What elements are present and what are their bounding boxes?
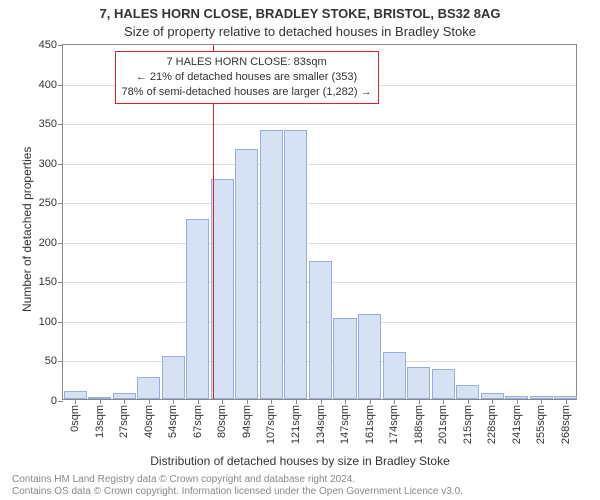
ytick-label: 200 — [39, 237, 57, 249]
xtick-mark — [419, 399, 420, 404]
xtick-label: 54sqm — [167, 405, 179, 438]
bar — [211, 179, 234, 399]
xtick-label: 40sqm — [143, 405, 155, 438]
ytick-mark — [58, 124, 63, 125]
xtick-mark — [394, 399, 395, 404]
ytick-label: 300 — [39, 158, 57, 170]
annotation-line3: 78% of semi-detached houses are larger (… — [122, 85, 372, 100]
xtick-label: 174sqm — [388, 405, 400, 444]
bar — [137, 377, 160, 399]
xtick-label: 201sqm — [437, 405, 449, 444]
bar — [235, 149, 258, 399]
xtick-mark — [75, 399, 76, 404]
bar — [358, 314, 381, 399]
xtick-mark — [541, 399, 542, 404]
bar — [186, 219, 209, 399]
ytick-label: 100 — [39, 316, 57, 328]
ytick-label: 400 — [39, 79, 57, 91]
y-axis-label: Number of detached properties — [20, 147, 34, 312]
xtick-mark — [468, 399, 469, 404]
ytick-label: 50 — [45, 355, 57, 367]
xtick-mark — [100, 399, 101, 404]
ytick-mark — [58, 361, 63, 362]
annotation-line2: ← 21% of detached houses are smaller (35… — [122, 70, 372, 85]
xtick-label: 161sqm — [364, 405, 376, 444]
xtick-label: 94sqm — [241, 405, 253, 438]
annotation-box: 7 HALES HORN CLOSE: 83sqm ← 21% of detac… — [115, 51, 379, 104]
bar — [333, 318, 356, 399]
xtick-label: 107sqm — [265, 405, 277, 444]
bar — [260, 130, 283, 399]
xtick-label: 255sqm — [535, 405, 547, 444]
x-axis-label: Distribution of detached houses by size … — [0, 454, 600, 468]
xtick-mark — [370, 399, 371, 404]
xtick-mark — [124, 399, 125, 404]
xtick-mark — [443, 399, 444, 404]
xtick-label: 67sqm — [192, 405, 204, 438]
chart-title-line1: 7, HALES HORN CLOSE, BRADLEY STOKE, BRIS… — [0, 6, 600, 21]
bar — [432, 369, 455, 399]
ytick-mark — [58, 85, 63, 86]
xtick-label: 121sqm — [290, 405, 302, 444]
ytick-mark — [58, 322, 63, 323]
bar — [162, 356, 185, 400]
xtick-label: 0sqm — [69, 405, 81, 432]
ytick-mark — [58, 164, 63, 165]
ytick-label: 0 — [51, 395, 57, 407]
figure: 7, HALES HORN CLOSE, BRADLEY STOKE, BRIS… — [0, 0, 600, 500]
ytick-mark — [58, 203, 63, 204]
xtick-label: 241sqm — [511, 405, 523, 444]
xtick-label: 134sqm — [315, 405, 327, 444]
xtick-label: 80sqm — [216, 405, 228, 438]
bar — [64, 391, 87, 399]
xtick-mark — [566, 399, 567, 404]
xtick-mark — [345, 399, 346, 404]
xtick-mark — [271, 399, 272, 404]
plot-area: 7 HALES HORN CLOSE: 83sqm ← 21% of detac… — [62, 44, 577, 400]
xtick-label: 228sqm — [486, 405, 498, 444]
xtick-label: 188sqm — [413, 405, 425, 444]
xtick-mark — [517, 399, 518, 404]
footer-line2: Contains OS data © Crown copyright. Info… — [12, 486, 463, 497]
chart-title-line2: Size of property relative to detached ho… — [0, 24, 600, 39]
ytick-mark — [58, 243, 63, 244]
xtick-label: 268sqm — [560, 405, 572, 444]
ytick-label: 250 — [39, 197, 57, 209]
xtick-mark — [296, 399, 297, 404]
ytick-label: 150 — [39, 276, 57, 288]
xtick-mark — [222, 399, 223, 404]
bar — [407, 367, 430, 399]
xtick-mark — [492, 399, 493, 404]
xtick-mark — [173, 399, 174, 404]
xtick-mark — [247, 399, 248, 404]
xtick-mark — [198, 399, 199, 404]
ytick-mark — [58, 401, 63, 402]
bar — [309, 261, 332, 399]
xtick-label: 27sqm — [118, 405, 130, 438]
xtick-label: 215sqm — [462, 405, 474, 444]
bar — [456, 385, 479, 399]
xtick-label: 147sqm — [339, 405, 351, 444]
xtick-mark — [149, 399, 150, 404]
ytick-label: 350 — [39, 118, 57, 130]
ytick-mark — [58, 45, 63, 46]
annotation-line1: 7 HALES HORN CLOSE: 83sqm — [122, 55, 372, 70]
ytick-label: 450 — [39, 39, 57, 51]
xtick-mark — [321, 399, 322, 404]
ytick-mark — [58, 282, 63, 283]
bar — [383, 352, 406, 399]
bar — [284, 130, 307, 399]
footer-line1: Contains HM Land Registry data © Crown c… — [12, 474, 355, 485]
xtick-label: 13sqm — [94, 405, 106, 438]
